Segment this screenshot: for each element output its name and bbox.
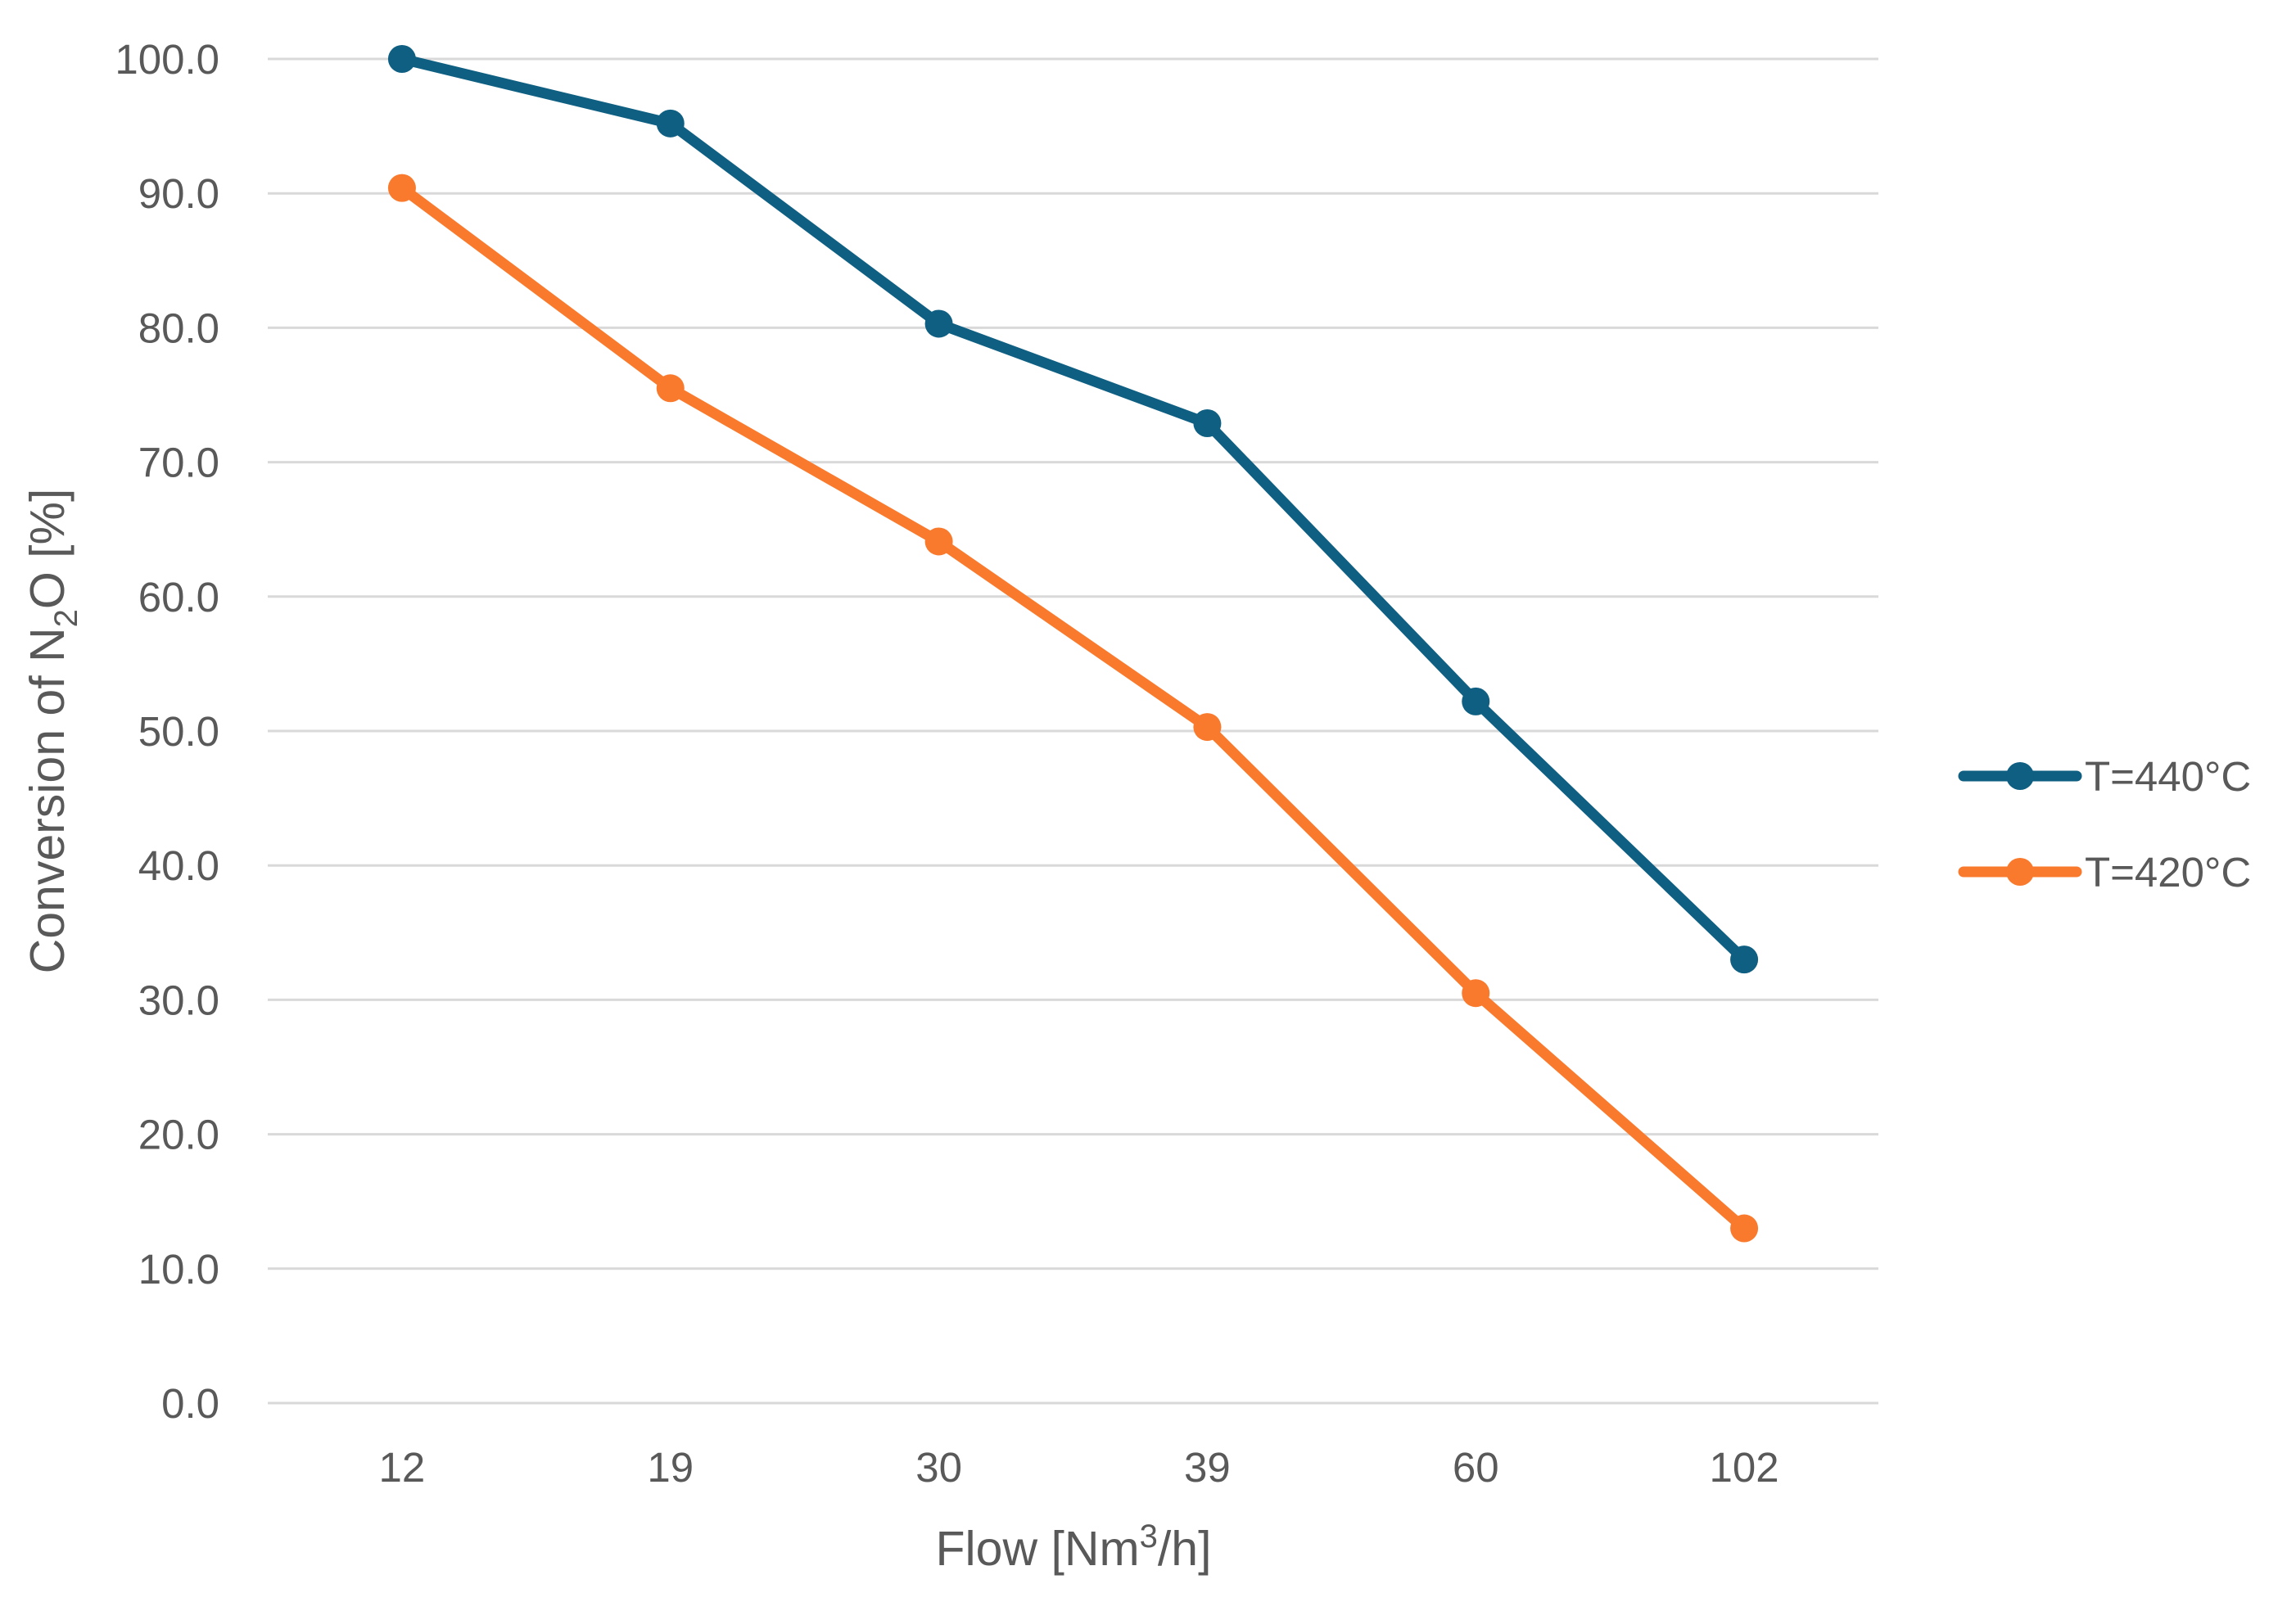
legend-label: T=420°C <box>2085 849 2251 896</box>
data-point <box>1462 687 1490 715</box>
legend-swatch-marker <box>2006 762 2034 790</box>
legend-item: T=440°C <box>1958 753 2251 800</box>
data-point <box>924 527 953 556</box>
y-tick-label: 20.0 <box>138 1112 219 1158</box>
series-T=420°C <box>387 174 1759 1243</box>
x-axis-title: Flow [Nm3/h] <box>936 1519 1212 1576</box>
data-point <box>1193 713 1222 742</box>
y-tick-label: 0.0 <box>161 1380 219 1427</box>
x-tick-label: 39 <box>1184 1444 1231 1491</box>
y-tick-label: 60.0 <box>138 574 219 620</box>
series-T=440°C <box>387 45 1759 974</box>
legend: T=440°C T=420°C <box>1958 753 2251 896</box>
y-tick-label: 10.0 <box>138 1246 219 1293</box>
y-tick-label: 50.0 <box>138 708 219 755</box>
gridlines <box>268 57 1878 1405</box>
data-point <box>1193 408 1222 437</box>
x-tick-label: 19 <box>647 1444 694 1491</box>
legend-item: T=420°C <box>1958 849 2251 896</box>
legend-swatch-marker <box>2006 858 2034 886</box>
y-tick-label: 40.0 <box>138 842 219 889</box>
y-tick-label: 30.0 <box>138 977 219 1023</box>
series-line <box>396 53 1750 965</box>
y-axis-title: Conversion of N2O [%] <box>20 489 84 974</box>
data-point <box>924 309 953 338</box>
data-point <box>656 374 685 403</box>
legend-label: T=440°C <box>2085 753 2251 800</box>
y-tick-label: 90.0 <box>138 170 219 217</box>
x-tick-label: 12 <box>379 1444 426 1491</box>
x-tick-label: 30 <box>915 1444 962 1491</box>
y-axis-tick-labels: 0.0 10.0 20.0 30.0 40.0 50.0 60.0 70.0 80.0 90.0 1… <box>115 36 219 1427</box>
series-layer <box>387 45 1759 1243</box>
y-tick-label: 70.0 <box>138 440 219 486</box>
data-point <box>1462 979 1490 1008</box>
x-axis-tick-labels: 12 19 30 39 60 102 <box>379 1444 1779 1491</box>
x-tick-label: 102 <box>1710 1444 1779 1491</box>
series-line <box>396 183 1750 1234</box>
data-point <box>387 45 416 73</box>
y-tick-label: 100.0 <box>115 36 219 83</box>
data-point <box>387 174 416 202</box>
y-tick-label: 80.0 <box>138 305 219 351</box>
x-tick-label: 60 <box>1453 1444 1499 1491</box>
data-point <box>1730 1214 1759 1243</box>
data-point <box>1730 945 1759 974</box>
data-point <box>656 109 685 138</box>
